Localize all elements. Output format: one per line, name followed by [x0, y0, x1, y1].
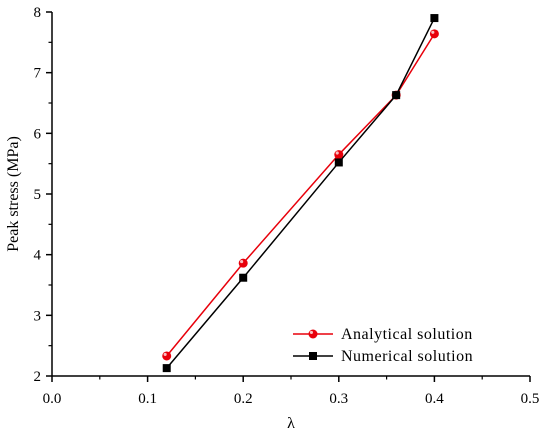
series-layer: [162, 14, 439, 373]
y-tick-label: 6: [34, 126, 42, 142]
series-numerical: [162, 14, 439, 373]
legend-item: Numerical solution: [293, 348, 473, 365]
axes: [51, 12, 530, 377]
series-line: [166, 33, 436, 357]
data-point-highlight: [309, 330, 313, 334]
legend-label: Analytical solution: [341, 326, 473, 343]
y-tick-label: 4: [34, 248, 42, 264]
y-tick-label: 3: [34, 308, 42, 324]
x-tick-label: 0.2: [234, 391, 253, 407]
x-axis-title: λ: [287, 415, 295, 432]
y-tick-label: 8: [34, 5, 42, 21]
data-point: [162, 351, 172, 361]
y-tick-label: 7: [34, 66, 42, 82]
y-tick-label: 2: [34, 369, 42, 385]
legend: Analytical solution Numerical solution: [293, 326, 473, 365]
x-tick-label: 0.5: [521, 391, 540, 407]
series-line: [166, 17, 436, 369]
x-tick-label: 0.4: [425, 391, 444, 407]
data-point: [239, 273, 248, 282]
data-point: [238, 258, 248, 268]
y-ticks: 2 3 4 5 6 7 8: [34, 5, 52, 385]
series-analytical: [162, 29, 439, 361]
data-point: [392, 91, 401, 100]
legend-item: Analytical solution: [293, 326, 473, 343]
x-ticks: 0.0 0.1 0.2 0.3 0.4 0.5: [43, 376, 540, 407]
data-point-highlight: [240, 260, 244, 264]
data-point: [334, 158, 343, 167]
x-tick-label: 0.3: [329, 391, 348, 407]
data-point: [429, 29, 439, 39]
y-tick-label: 5: [34, 187, 42, 203]
data-point-highlight: [163, 352, 167, 356]
legend-label: Numerical solution: [341, 348, 473, 365]
x-tick-label: 0.0: [43, 391, 62, 407]
data-point-highlight: [335, 151, 339, 155]
data-point: [162, 364, 171, 373]
y-axis-title: Peak stress (MPa): [5, 136, 22, 252]
data-point: [308, 329, 318, 339]
data-point: [430, 14, 439, 23]
data-point: [309, 352, 317, 360]
data-point-highlight: [431, 30, 435, 34]
x-tick-label: 0.1: [138, 391, 157, 407]
